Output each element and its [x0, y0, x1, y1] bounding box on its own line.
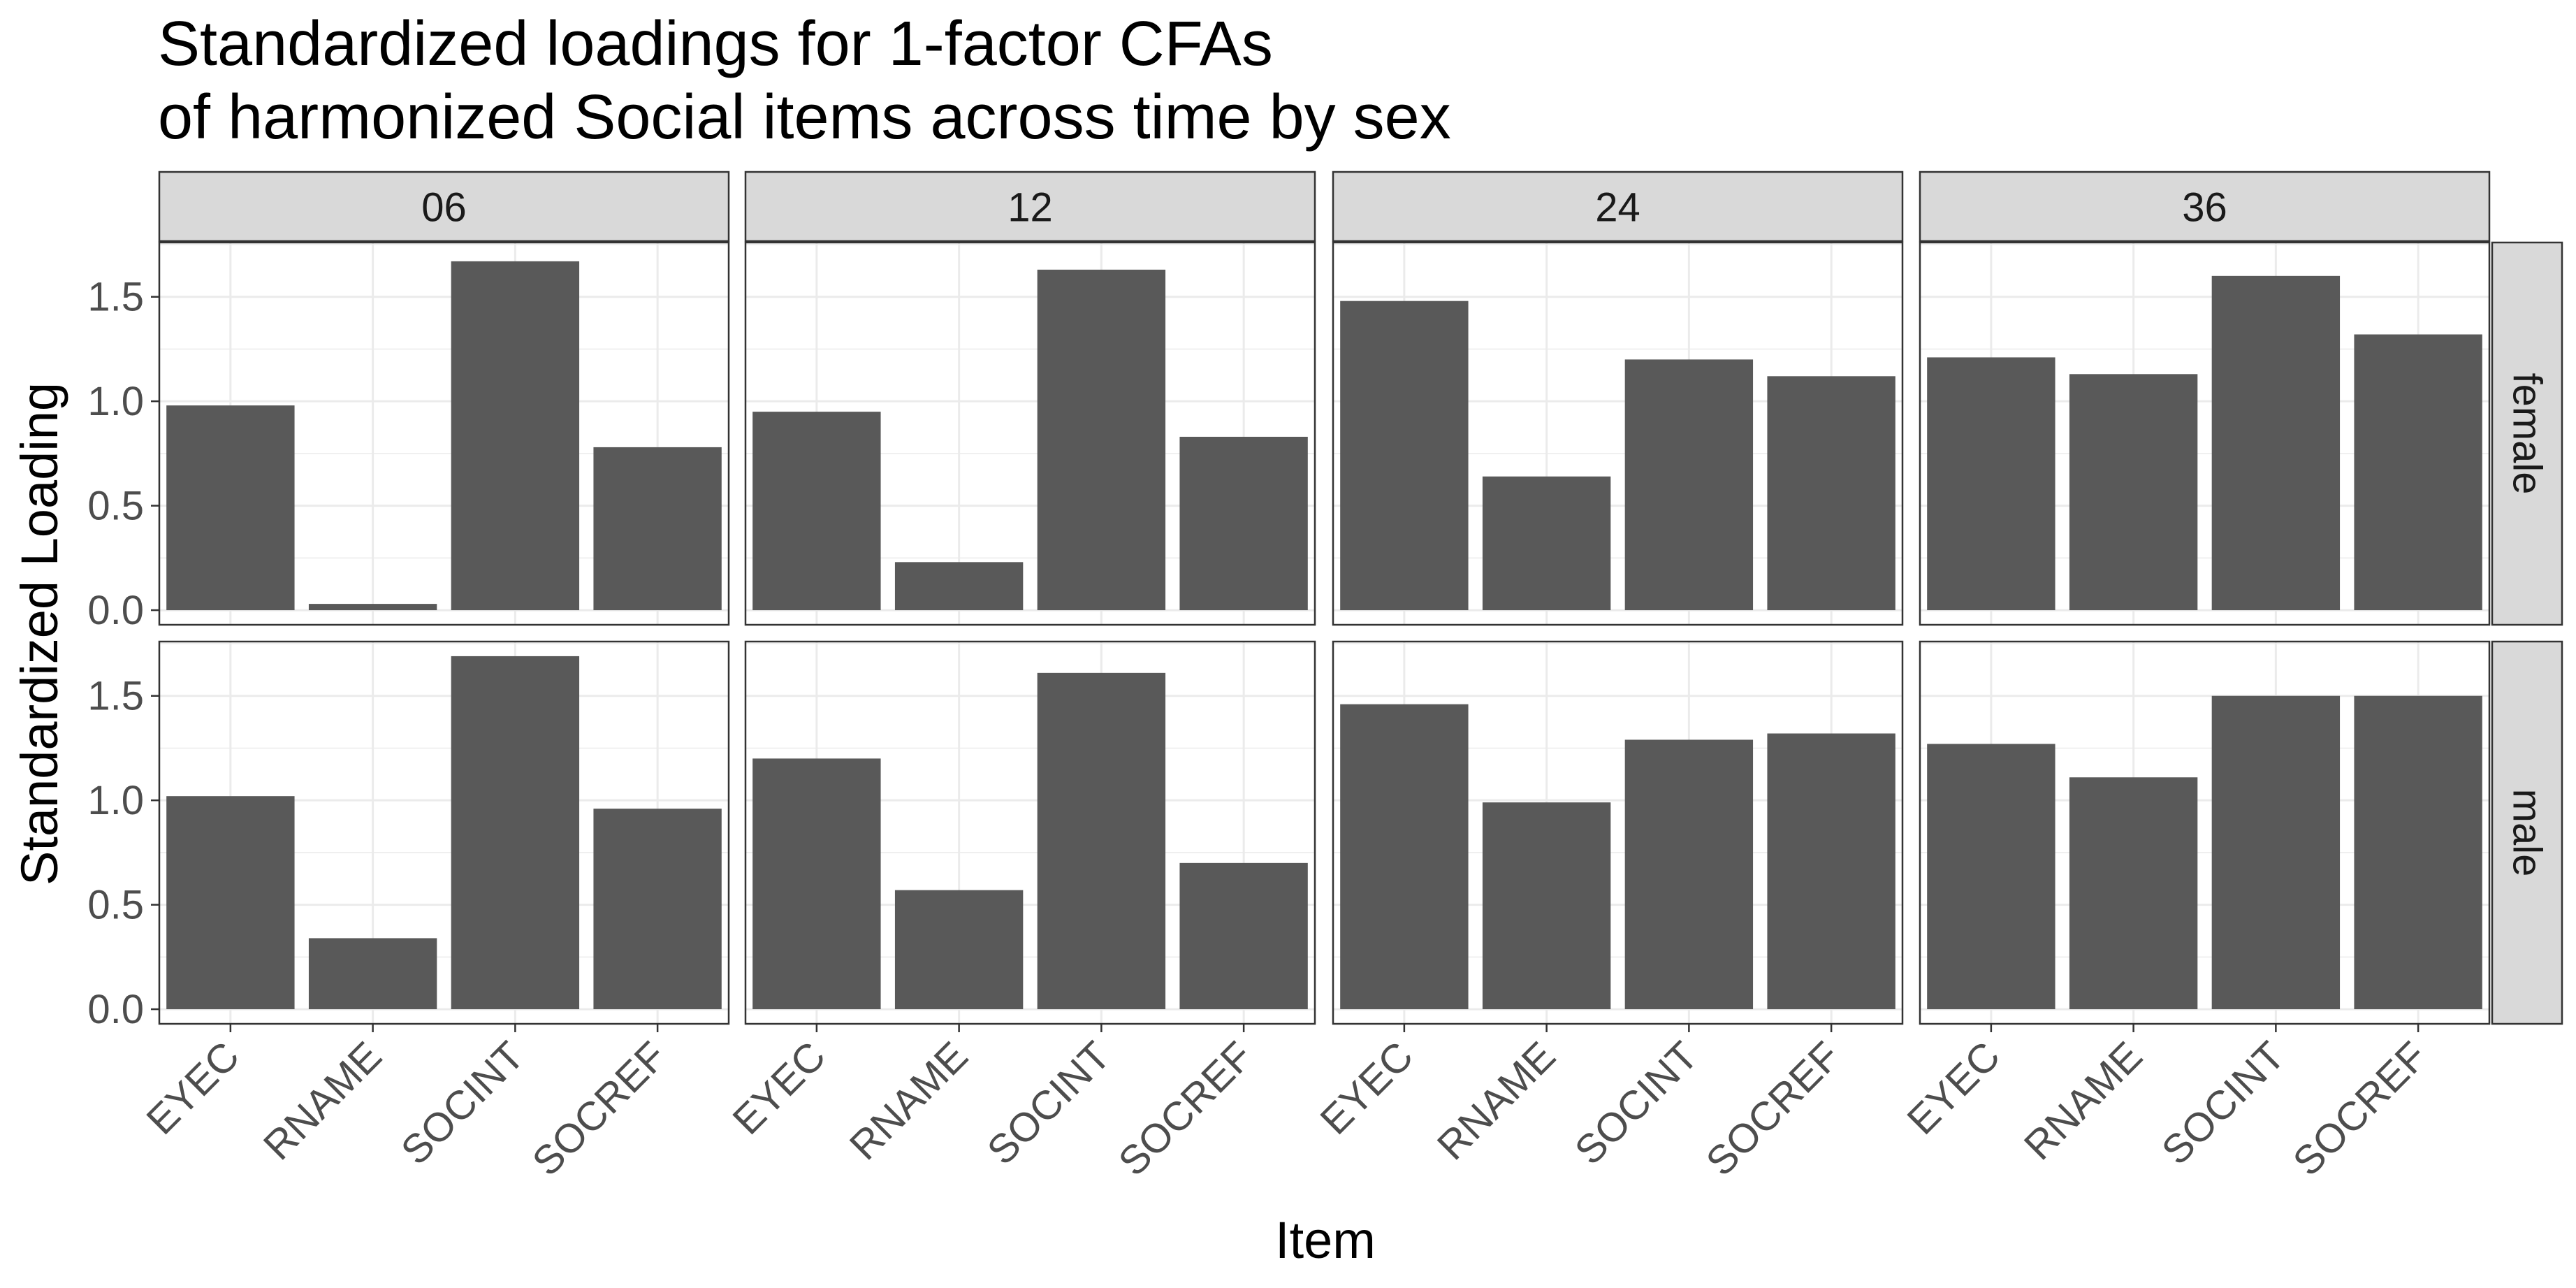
bar-socint — [2211, 695, 2341, 1010]
y-tick-label: 0.5 — [87, 883, 144, 928]
column-strip-label: 24 — [1595, 185, 1640, 231]
bar-rname — [308, 938, 437, 1010]
bar-eyec — [1340, 704, 1469, 1010]
bar-eyec — [752, 758, 881, 1010]
x-tick-label: SOCINT — [393, 1033, 533, 1173]
bar-socref — [1767, 733, 1895, 1010]
x-tick-label: SOCREF — [2284, 1033, 2436, 1185]
panel-border — [744, 640, 1316, 1025]
column-strip-label: 06 — [421, 185, 467, 231]
bar-rname — [308, 604, 437, 611]
bar-socref — [1179, 436, 1308, 611]
bar-rname — [894, 562, 1024, 611]
column-strip-label: 12 — [1007, 185, 1053, 231]
bar-socint — [2211, 275, 2341, 611]
facet-panel-female-24 — [1332, 241, 1904, 626]
column-strip-label: 36 — [2182, 185, 2227, 231]
bar-socint — [1624, 359, 1754, 611]
x-tick-label: RNAME — [2016, 1033, 2151, 1168]
bar-rname — [1482, 802, 1611, 1010]
y-tick-label: 0.0 — [87, 987, 144, 1032]
bar-eyec — [166, 405, 295, 611]
bar-socref — [1767, 376, 1895, 611]
row-strip-label: male — [2505, 789, 2550, 877]
x-tick-label: SOCREF — [1697, 1033, 1849, 1185]
bar-rname — [2069, 374, 2198, 611]
bar-eyec — [1927, 744, 2055, 1010]
bar-socint — [1624, 739, 1754, 1010]
facet-panel-male-06 — [158, 640, 730, 1025]
bar-socref — [2354, 334, 2482, 611]
bar-rname — [894, 890, 1024, 1010]
x-tick-label: SOCINT — [979, 1033, 1119, 1173]
bar-socref — [593, 809, 722, 1010]
bar-eyec — [1340, 301, 1469, 611]
x-tick-label: EYEC — [1898, 1033, 2009, 1143]
x-tick-label: RNAME — [841, 1033, 977, 1168]
x-tick-label: SOCINT — [2153, 1033, 2294, 1173]
x-tick-label: SOCINT — [1566, 1033, 1707, 1173]
x-tick-label: RNAME — [255, 1033, 391, 1168]
x-tick-label: SOCREF — [523, 1033, 675, 1185]
y-axis-title: Standardized Loading — [10, 382, 68, 885]
column-strip — [158, 171, 730, 243]
panel-border — [1919, 640, 2491, 1025]
facet-panel-female-12 — [744, 241, 1316, 626]
panel-border — [158, 241, 730, 626]
bar-socint — [1037, 269, 1166, 611]
bar-socref — [593, 447, 722, 611]
x-tick-label: EYEC — [1311, 1033, 1422, 1143]
chart-title-line-2: of harmonized Social items across time b… — [158, 82, 1451, 152]
panel-border — [1919, 241, 2491, 626]
y-tick-label: 1.5 — [87, 674, 144, 719]
facet-panel-male-24 — [1332, 640, 1904, 1025]
x-tick-label: SOCREF — [1109, 1033, 1261, 1185]
x-tick-label: EYEC — [724, 1033, 834, 1143]
facet-panel-female-06 — [158, 241, 730, 626]
panel-border — [1332, 241, 1904, 626]
facet-panels: 06 12 24 36 female male 0.0 0.5 1.0 1.5 0.0 0.5 1.0 1… — [87, 171, 2563, 1185]
bar-socint — [451, 261, 580, 611]
x-axis-title: Item — [1275, 1211, 1376, 1269]
row-strip — [2491, 640, 2563, 1025]
y-tick-label: 1.0 — [87, 778, 144, 823]
bar-eyec — [1927, 357, 2055, 611]
panel-border — [1332, 640, 1904, 1025]
bar-rname — [2069, 777, 2198, 1010]
bar-socref — [1179, 862, 1308, 1010]
row-strip — [2491, 241, 2563, 626]
y-tick-label: 1.0 — [87, 379, 144, 424]
y-tick-label: 0.5 — [87, 484, 144, 529]
panel-border — [744, 241, 1316, 626]
column-strip — [744, 171, 1316, 243]
row-strip-label: female — [2505, 372, 2550, 494]
chart-title-line-1: Standardized loadings for 1-factor CFAs — [158, 9, 1273, 79]
x-tick-label: RNAME — [1429, 1033, 1564, 1168]
bar-rname — [1482, 476, 1611, 611]
facet-panel-female-36 — [1919, 241, 2491, 626]
bar-eyec — [166, 796, 295, 1010]
bar-eyec — [752, 412, 881, 611]
facet-panel-male-12 — [744, 640, 1316, 1025]
y-tick-label: 0.0 — [87, 588, 144, 633]
y-tick-label: 1.5 — [87, 275, 144, 320]
column-strip — [1332, 171, 1904, 243]
facet-panel-male-36 — [1919, 640, 2491, 1025]
bar-socref — [2354, 695, 2482, 1010]
column-strip — [1919, 171, 2491, 243]
bar-socint — [1037, 672, 1166, 1010]
panel-border — [158, 640, 730, 1025]
bar-socint — [451, 656, 580, 1010]
x-tick-label: EYEC — [138, 1033, 248, 1143]
